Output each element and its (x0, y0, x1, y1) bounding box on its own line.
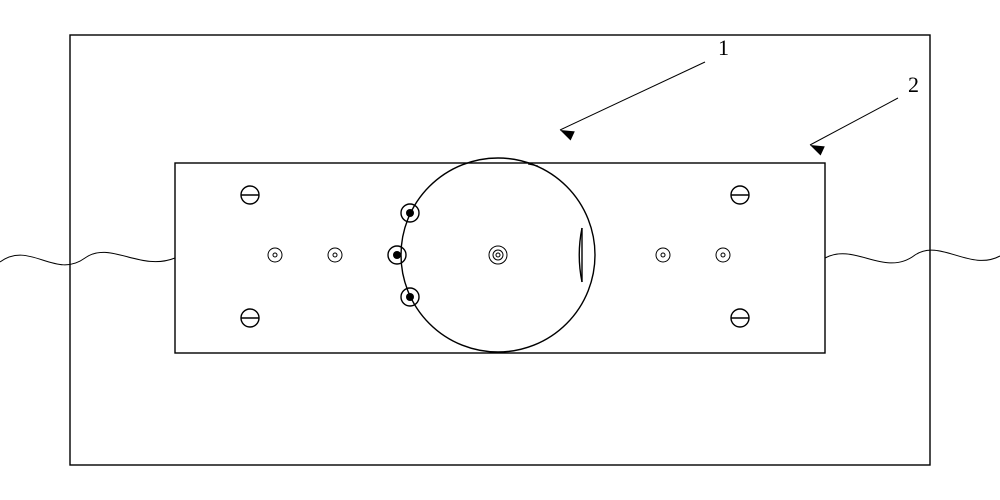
pinhole-0 (268, 248, 282, 262)
pinhole-3-inner (721, 253, 725, 257)
terminal-0-dot (406, 209, 414, 217)
inner-plate (175, 163, 825, 353)
callout-1-arrow (560, 130, 575, 140)
callout-2-label: 2 (908, 72, 919, 97)
terminal-1-dot (393, 251, 401, 259)
callout-1-leader (560, 62, 705, 130)
pinhole-0-inner (273, 253, 277, 257)
callout-2-leader (810, 98, 898, 145)
main-circle (401, 158, 595, 352)
pinhole-1 (328, 248, 342, 262)
hub-inner (496, 253, 500, 257)
callout-2-arrow (810, 145, 825, 155)
pinhole-3 (716, 248, 730, 262)
wire-right (825, 250, 1000, 263)
callout-1-label: 1 (718, 35, 729, 60)
pinhole-1-inner (333, 253, 337, 257)
pinhole-2-inner (661, 253, 665, 257)
pinhole-2 (656, 248, 670, 262)
wire-left (0, 252, 175, 265)
hub-outer (489, 246, 507, 264)
terminal-2-dot (406, 293, 414, 301)
hub-mid (493, 250, 503, 260)
